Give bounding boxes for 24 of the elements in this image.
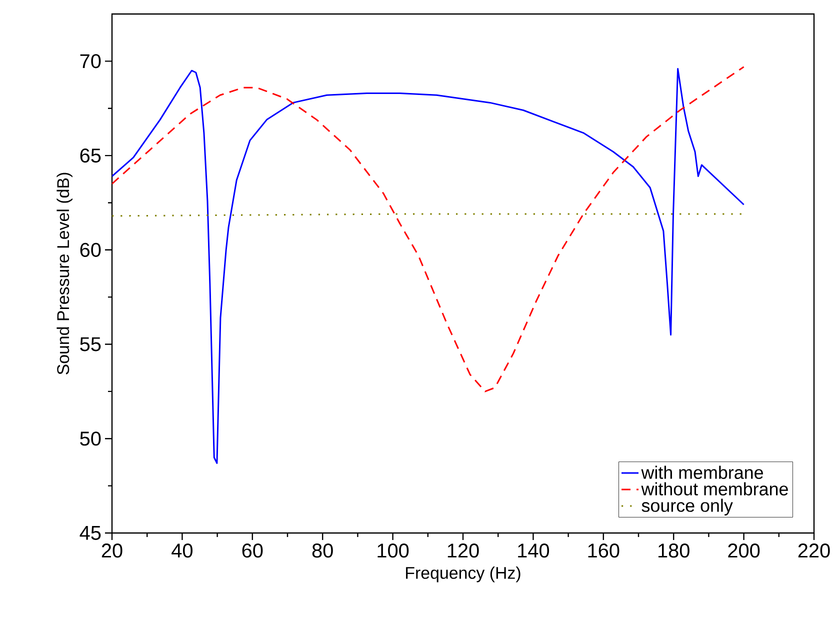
line-series	[112, 68, 745, 464]
line-series	[112, 66, 745, 392]
x-tick-label: 80	[312, 544, 333, 558]
x-tick-label: 180	[658, 544, 690, 558]
x-tick-label: 20	[102, 544, 122, 558]
legend-label: with membrane	[641, 466, 763, 479]
y-tick-label: 60	[80, 242, 101, 257]
legend-label: without membrane	[641, 482, 788, 496]
x-tick-label: 220	[798, 544, 830, 558]
x-tick-label: 120	[448, 544, 479, 558]
y-tick-label: 65	[80, 148, 101, 163]
x-tick-label: 100	[378, 544, 409, 558]
x-tick-label: 160	[588, 544, 620, 558]
x-tick-label: 40	[172, 544, 192, 558]
x-tick-label: 200	[728, 544, 760, 558]
x-axis-title: Frequency (Hz)	[406, 566, 520, 582]
y-axis-title: Sound Pressure Level (dB)	[56, 172, 72, 374]
y-tick-label: 55	[80, 337, 101, 352]
x-tick-label: 60	[242, 544, 263, 558]
legend-label: source only	[642, 498, 733, 516]
y-tick-label: 45	[80, 526, 101, 540]
x-tick-label: 140	[518, 544, 550, 558]
y-tick-label: 70	[80, 54, 101, 68]
y-tick-label: 50	[80, 432, 101, 446]
